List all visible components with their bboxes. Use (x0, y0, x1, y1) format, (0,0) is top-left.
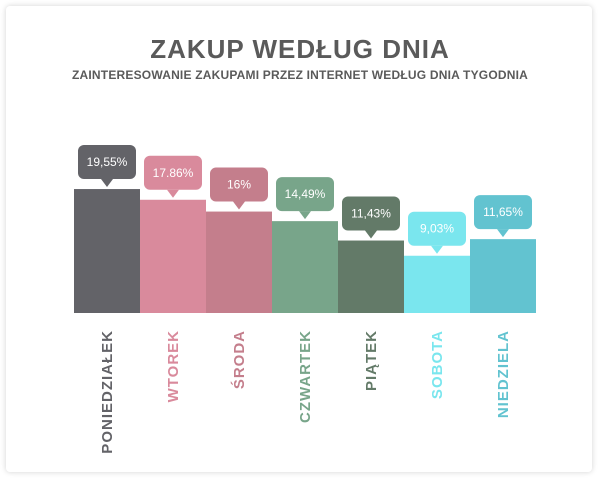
value-label: 14,49% (285, 187, 326, 201)
value-label: 9,03% (420, 222, 454, 236)
value-label: 17.86% (153, 166, 194, 180)
value-bubble: 9,03% (408, 211, 466, 254)
bar-piątek (338, 240, 404, 313)
value-bubble: 11,43% (342, 196, 400, 239)
category-label: SOBOTA (429, 330, 446, 399)
value-bubble: 16% (210, 167, 268, 210)
value-bubble: 14,49% (276, 177, 334, 220)
category-label: NIEDZIELA (495, 330, 512, 418)
value-bubble: 19,55% (78, 145, 136, 188)
bar-czwartek (272, 221, 338, 313)
chart-subtitle: ZAINTERESOWANIE ZAKUPAMI PRZEZ INTERNET … (72, 68, 528, 82)
bar-niedziela (470, 239, 536, 313)
value-bubble: 17.86% (144, 155, 202, 198)
value-label: 11,43% (351, 207, 391, 221)
bar-środa (206, 211, 272, 313)
bar-wtorek (140, 199, 206, 313)
category-label: CZWARTEK (297, 330, 314, 423)
category-label: ŚRODA (230, 330, 248, 389)
chart-title: ZAKUP WEDŁUG DNIA (150, 34, 450, 64)
value-label: 11,65% (483, 205, 523, 219)
category-label: PIĄTEK (363, 330, 380, 391)
value-label: 16% (227, 178, 251, 192)
category-label: PONIEDZIAŁEK (99, 330, 116, 454)
bar-sobota (404, 255, 470, 313)
value-bubble: 11,65% (474, 195, 532, 238)
bar-poniedziałek (74, 189, 140, 313)
category-label: WTOREK (165, 330, 182, 402)
value-label: 19,55% (87, 155, 128, 169)
